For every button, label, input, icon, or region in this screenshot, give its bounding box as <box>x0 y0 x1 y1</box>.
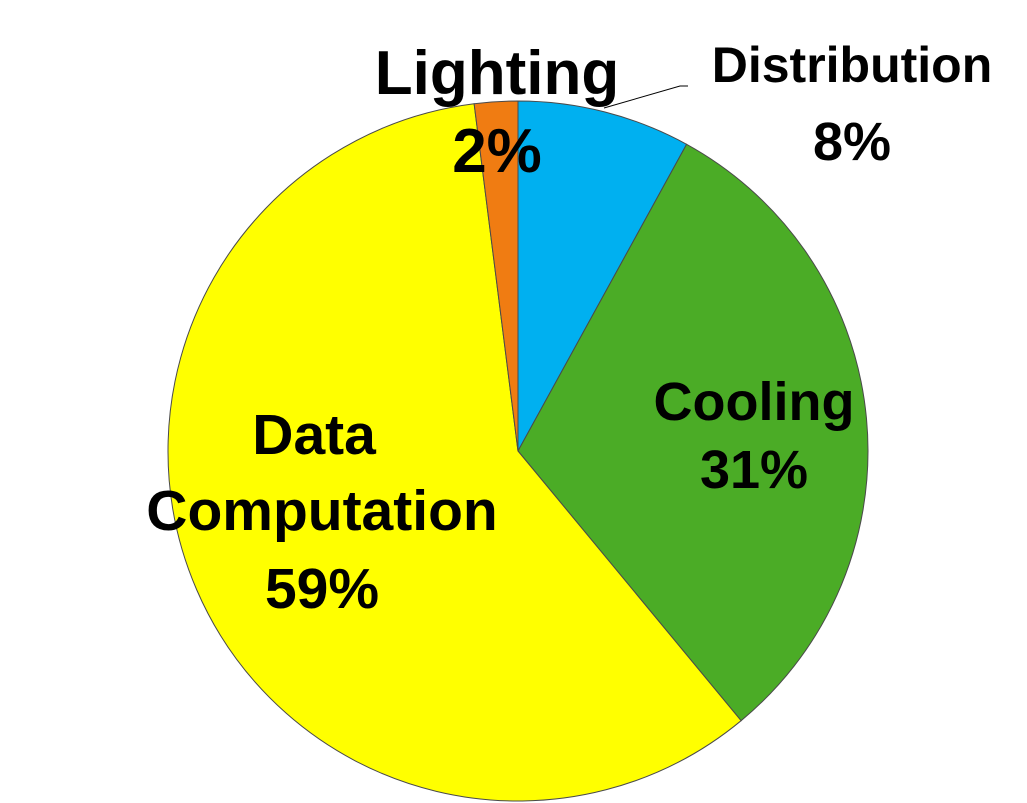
slice-value-lighting: 2% <box>452 117 542 186</box>
slice-label-cooling: Cooling <box>654 372 855 432</box>
slice-value-distribution: 8% <box>813 112 891 172</box>
pie-labels: Distribution 8% Cooling 31% Data Computa… <box>146 37 992 621</box>
distribution-leader-line <box>603 85 688 109</box>
slice-value-cooling: 31% <box>700 440 808 500</box>
slice-value-data-computation: 59% <box>265 557 379 621</box>
slice-label-distribution: Distribution <box>712 37 993 93</box>
pie-slice-data-computation <box>167 103 742 802</box>
pie-slices <box>167 100 869 802</box>
slice-label-data-computation: Data Computation <box>146 403 497 543</box>
slice-label-data-computation-line1: Data <box>252 403 377 467</box>
slice-label-lighting: Lighting <box>375 39 619 108</box>
pie-slice-cooling <box>517 143 869 722</box>
pie-slice-distribution <box>517 100 688 452</box>
pie-slice-lighting <box>473 100 519 452</box>
slice-label-data-computation-line2: Computation <box>146 479 497 543</box>
